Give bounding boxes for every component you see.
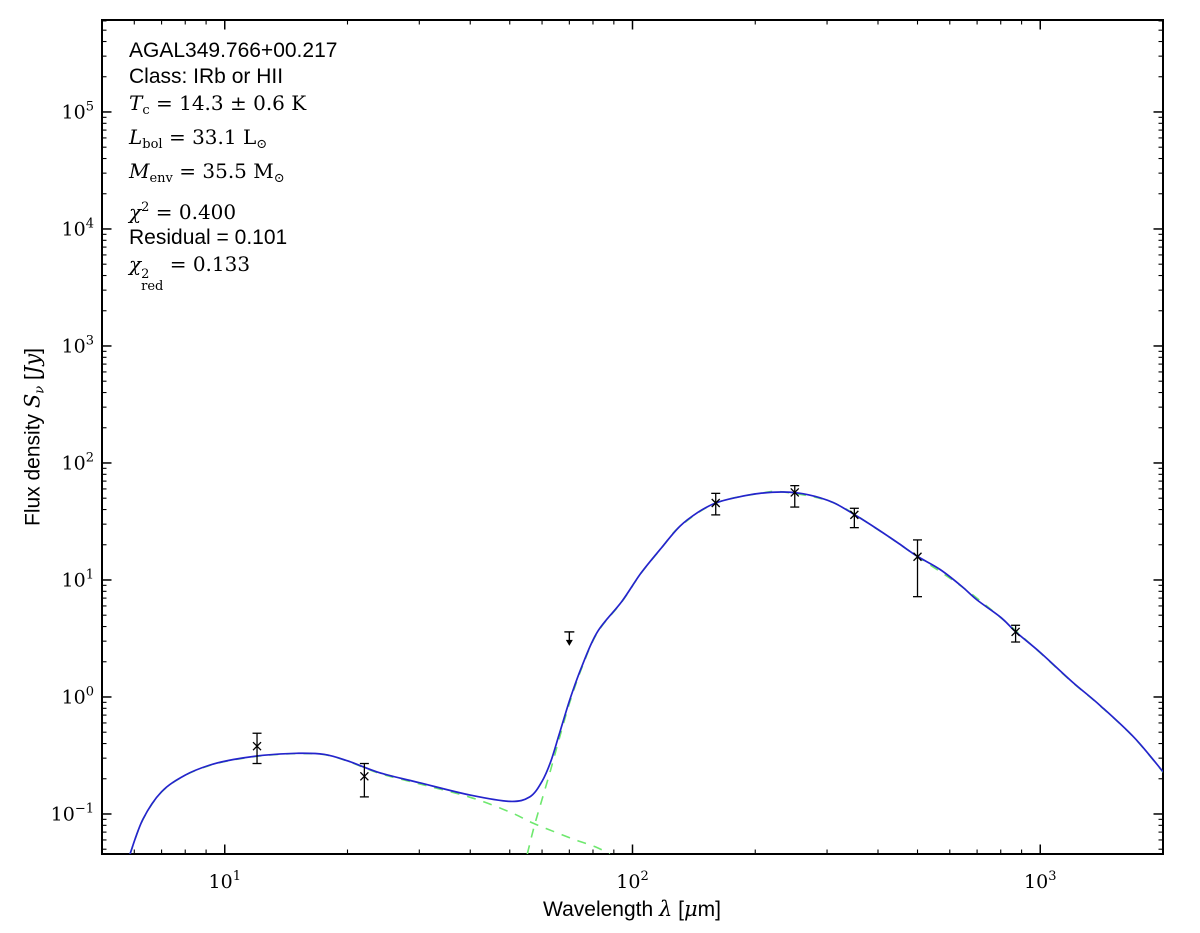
- model-fit-curve: [129, 491, 1163, 854]
- model-curves: [129, 490, 1163, 854]
- svg-text:102: 102: [616, 869, 648, 893]
- data-point: [1011, 624, 1021, 643]
- sun-symbol: ⊙: [273, 171, 285, 186]
- residual-line: Residual = 0.101: [129, 226, 288, 249]
- data-point: [913, 539, 923, 598]
- plot-frame: [101, 19, 1164, 855]
- temperature-line: Tc = 14.3 ± 0.6 K: [129, 91, 307, 118]
- svg-text:10−1: 10−1: [51, 801, 94, 825]
- data-points: [252, 485, 1021, 798]
- chi-symbol: χ: [129, 200, 142, 224]
- y-axis-label: Flux density Sν [Jy]: [20, 348, 48, 526]
- tick-labels: 101 102 103 10−1 100 101 102 103 104 105: [51, 99, 1057, 893]
- jansky-unit: Jy: [20, 353, 45, 375]
- annotation-block: AGAL349.766+00.217 Class: IRb or HII Tc …: [129, 38, 337, 293]
- source-name: AGAL349.766+00.217: [129, 39, 338, 62]
- mu-symbol: μ: [683, 897, 698, 921]
- data-point: [790, 485, 800, 508]
- luminosity-line: Lbol = 33.1 L⊙: [129, 125, 268, 152]
- nu-symbol: ν: [32, 385, 48, 394]
- temperature-symbol: T: [129, 91, 143, 115]
- mass-symbol: M: [129, 159, 150, 183]
- data-point: [849, 507, 859, 529]
- sun-symbol: ⊙: [256, 137, 268, 152]
- flux-symbol: S: [20, 393, 45, 409]
- chi-symbol: χ: [129, 252, 142, 276]
- svg-text:100: 100: [62, 684, 94, 708]
- class-label: Class: IRb or HII: [129, 65, 284, 88]
- svg-text:101: 101: [62, 567, 94, 591]
- chi-squared-reduced-line: χ 2 red = 0.133: [129, 252, 251, 294]
- luminosity-symbol: L: [129, 125, 143, 149]
- svg-text:102: 102: [62, 450, 94, 474]
- svg-text:103: 103: [1024, 869, 1056, 893]
- svg-text:103: 103: [62, 333, 94, 357]
- lambda-symbol: λ: [658, 897, 673, 921]
- svg-text:105: 105: [62, 99, 94, 123]
- svg-text:104: 104: [62, 216, 94, 240]
- envelope-mass-line: Menv = 35.5 M⊙: [129, 159, 285, 186]
- data-point: [711, 492, 721, 516]
- cold-component-curve: [526, 490, 1163, 854]
- x-axis-label: Wavelength λ [μm]: [543, 897, 721, 921]
- chi-squared-line: χ2 = 0.400: [129, 200, 237, 224]
- upper-limit-marker: [564, 631, 575, 646]
- svg-text:101: 101: [209, 869, 241, 893]
- data-point: [359, 762, 369, 798]
- data-point: [252, 732, 262, 765]
